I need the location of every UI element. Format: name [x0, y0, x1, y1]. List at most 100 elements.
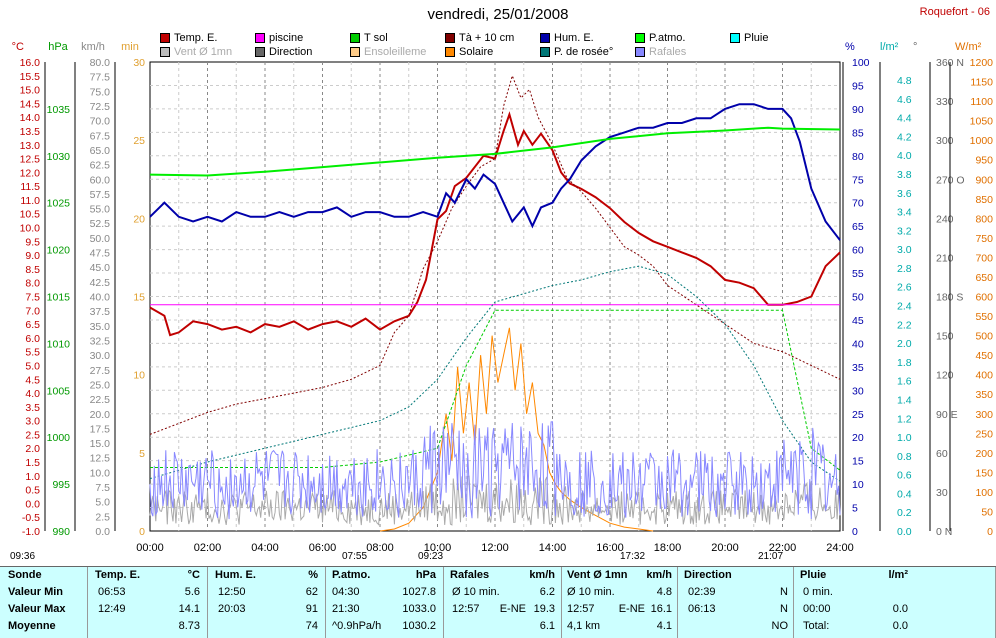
legend-item: Direction	[255, 46, 312, 58]
axis-tick-rain: 4.6	[897, 94, 912, 106]
legend-label: piscine	[269, 32, 304, 44]
legend-item: Solaire	[445, 46, 493, 58]
axis-tick-solar: 400	[975, 370, 993, 382]
stats-cell: 06:53	[98, 586, 126, 598]
stats-panel: Sonde Valeur Min Valeur Max Moyenne Temp. E.…	[0, 566, 996, 638]
axis-tick-rain: 0.8	[897, 451, 912, 463]
axis-tick-hum: 0	[852, 526, 858, 538]
axis-tick-hum: 15	[852, 456, 864, 468]
axis-tick-wind: 7.5	[95, 482, 110, 494]
axis-tick-temp: 3.5	[25, 402, 40, 414]
stats-cell: 91	[305, 603, 318, 615]
stats-cell: 02:39	[688, 586, 716, 598]
stats-cell: Ø 10 min.	[567, 586, 615, 598]
stats-header: Sonde	[8, 569, 42, 581]
axis-tick-temp: 9.5	[25, 236, 40, 248]
axis-tick-temp: 15.5	[20, 71, 41, 83]
stats-cell: E-NE	[618, 603, 645, 615]
stats-block	[0, 567, 88, 638]
axis-tick-press: 995	[52, 479, 70, 491]
axis-tick-hum: 65	[852, 221, 864, 233]
legend-item: P.atmo.	[635, 32, 686, 44]
axis-tick-temp: 10.0	[20, 223, 41, 235]
axis-tick-solar: 850	[975, 194, 993, 206]
axis-tick-solar: 250	[975, 428, 993, 440]
stats-block	[208, 567, 326, 638]
axis-unit-min: min	[121, 41, 139, 53]
axis-tick-press: 1025	[47, 198, 71, 210]
axis-tick-wind: 57.5	[90, 189, 111, 201]
sun-time-mark: 07:55	[342, 551, 368, 562]
axis-tick-hum: 75	[852, 174, 864, 186]
axis-tick-temp: 7.5	[25, 292, 40, 304]
stats-cell: 14.1	[178, 603, 200, 615]
axis-unit-dir: °	[913, 41, 917, 53]
stats-header: Direction	[684, 569, 732, 581]
legend-item: P. de rosée°	[540, 46, 613, 58]
x-tick-label: 16:00	[596, 542, 624, 554]
axis-tick-wind: 25.0	[90, 379, 111, 391]
axis-tick-wind: 50.0	[90, 233, 111, 245]
axis-tick-hum: 70	[852, 198, 864, 210]
axis-tick-wind: 32.5	[90, 335, 111, 347]
legend-label: Tà + 10 cm	[459, 32, 515, 44]
stats-cell: 0 min.	[803, 586, 833, 598]
axis-tick-temp: 3.0	[25, 416, 40, 428]
axis-tick-wind: 67.5	[90, 130, 111, 142]
axis-tick-temp: 0.0	[25, 498, 40, 510]
stats-cell: 1030.2	[402, 620, 436, 632]
stats-cell: 12:50	[218, 586, 246, 598]
axis-tick-press: 1010	[47, 338, 71, 350]
axis-unit-rain: l/m²	[880, 41, 899, 53]
axis-tick-wind: 42.5	[90, 277, 111, 289]
legend-label: T sol	[364, 32, 388, 44]
axis-tick-dir: 210	[936, 252, 954, 264]
axis-tick-rain: 0.2	[897, 507, 912, 519]
axis-tick-wind: 2.5	[95, 511, 110, 523]
stats-cell: 4.1	[656, 620, 672, 632]
axis-tick-temp: 1.5	[25, 457, 40, 469]
legend-swatch	[635, 47, 645, 57]
x-tick-label: 24:00	[826, 542, 854, 554]
x-tick-label: 12:00	[481, 542, 509, 554]
x-tick-label: 22:00	[769, 542, 797, 554]
stats-cell: ^0.9hPa/h	[332, 620, 382, 632]
axis-tick-dir: 90 E	[936, 409, 958, 421]
axis-tick-rain: 0.0	[897, 526, 912, 538]
axis-tick-rain: 2.2	[897, 319, 912, 331]
axis-tick-solar: 300	[975, 409, 993, 421]
axis-tick-temp: 15.0	[20, 85, 41, 97]
station-name: Roquefort - 06	[919, 6, 990, 18]
x-tick-label: 18:00	[654, 542, 682, 554]
stats-unit: %	[308, 569, 318, 581]
axis-tick-temp: 7.0	[25, 305, 40, 317]
stats-header: Vent Ø 1mn	[567, 569, 628, 581]
axis-tick-min: 30	[133, 57, 145, 69]
axis-tick-dir: 150	[936, 331, 954, 343]
axis-tick-rain: 3.6	[897, 188, 912, 200]
stats-cell: 21:30	[332, 603, 360, 615]
axis-tick-hum: 55	[852, 268, 864, 280]
axis-tick-solar: 1200	[970, 57, 994, 69]
axis-tick-wind: 30.0	[90, 350, 111, 362]
axis-unit-temp: °C	[12, 41, 24, 53]
legend-swatch	[445, 33, 455, 43]
stats-unit: hPa	[415, 569, 436, 581]
axis-tick-solar: 500	[975, 331, 993, 343]
axis-tick-hum: 85	[852, 127, 864, 139]
stats-cell: 1033.0	[402, 603, 436, 615]
axis-tick-wind: 62.5	[90, 160, 111, 172]
legend-item: T sol	[350, 32, 388, 44]
stats-header: P.atmo.	[332, 569, 371, 581]
legend-swatch	[635, 33, 645, 43]
stats-cell: 1027.8	[402, 586, 436, 598]
axis-tick-rain: 2.0	[897, 338, 912, 350]
axis-unit-press: hPa	[48, 41, 68, 53]
stats-header: Pluie	[800, 569, 827, 581]
stats-unit: km/h	[646, 569, 672, 581]
axis-tick-rain: 4.2	[897, 131, 912, 143]
axis-tick-rain: 4.0	[897, 150, 912, 162]
axis-tick-solar: 600	[975, 292, 993, 304]
axis-tick-solar: 1100	[970, 96, 993, 108]
stats-block	[562, 567, 678, 638]
